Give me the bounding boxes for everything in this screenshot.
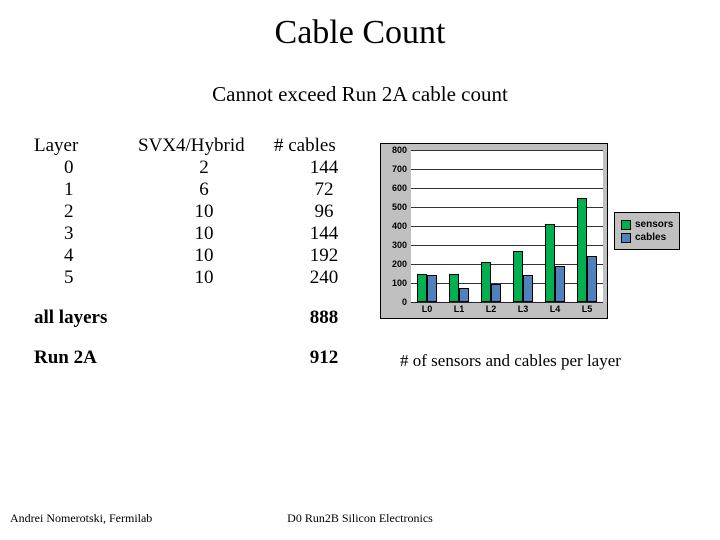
cell-svx: 10 [134, 201, 274, 223]
cell-layer: 2 [34, 201, 134, 223]
legend-label: cables [635, 232, 666, 243]
chart-gridline [411, 188, 603, 189]
table-row: 0 2 144 [34, 157, 380, 179]
chart-ytick: 400 [392, 221, 407, 231]
legend-swatch-sensors [621, 220, 631, 230]
table-row: 1 6 72 [34, 179, 380, 201]
page-subtitle: Cannot exceed Run 2A cable count [0, 82, 720, 107]
footer: Andrei Nomerotski, Fermilab D0 Run2B Sil… [0, 511, 720, 526]
chart-bar [587, 256, 597, 302]
page-title: Cable Count [0, 0, 720, 52]
chart-xtick: L1 [454, 304, 465, 314]
chart-area: 0 100 200 300 400 500 600 700 800 L0 L1 L2 L3 L4 L5 se… [380, 135, 690, 371]
cell-svx: 10 [134, 267, 274, 289]
chart-caption: # of sensors and cables per layer [380, 351, 690, 371]
chart-xtick: L2 [486, 304, 497, 314]
chart-gridline [411, 302, 603, 303]
cell-cables: 144 [274, 157, 374, 179]
cell-cables: 240 [274, 267, 374, 289]
table-row: 4 10 192 [34, 245, 380, 267]
cell-layer: 0 [34, 157, 134, 179]
table-row: 5 10 240 [34, 267, 380, 289]
chart-xtick: L0 [422, 304, 433, 314]
chart-ytick: 100 [392, 278, 407, 288]
cell-cables: 96 [274, 201, 374, 223]
chart-bar [545, 224, 555, 302]
chart-ytick: 700 [392, 164, 407, 174]
chart-gridline [411, 264, 603, 265]
chart-gridline [411, 150, 603, 151]
chart-gridline [411, 245, 603, 246]
cell-layer: 5 [34, 267, 134, 289]
cell-cables: 192 [274, 245, 374, 267]
cell-svx: 6 [134, 179, 274, 201]
chart-bar [427, 275, 437, 302]
chart-ytick: 500 [392, 202, 407, 212]
chart-ytick: 0 [402, 297, 407, 307]
chart-bar [491, 284, 501, 302]
chart-bar [449, 274, 459, 303]
chart-gridline [411, 283, 603, 284]
bar-chart: 0 100 200 300 400 500 600 700 800 L0 L1 L2 L3 L4 L5 [380, 143, 608, 319]
header-cables: # cables [274, 135, 374, 157]
header-svx: SVX4/Hybrid [134, 135, 274, 157]
run2a-value: 912 [274, 347, 374, 369]
chart-ytick: 200 [392, 259, 407, 269]
cell-cables: 144 [274, 223, 374, 245]
all-layers-label: all layers [34, 307, 274, 329]
chart-wrap: 0 100 200 300 400 500 600 700 800 L0 L1 L2 L3 L4 L5 se… [380, 143, 690, 319]
content-area: Layer SVX4/Hybrid # cables 0 2 144 1 6 7… [0, 135, 720, 371]
cell-svx: 2 [134, 157, 274, 179]
footer-author: Andrei Nomerotski, Fermilab [10, 511, 152, 526]
chart-plot [411, 150, 603, 302]
chart-xtick: L5 [582, 304, 593, 314]
chart-bar [459, 288, 469, 302]
table-header-row: Layer SVX4/Hybrid # cables [34, 135, 380, 157]
chart-gridline [411, 226, 603, 227]
table-area: Layer SVX4/Hybrid # cables 0 2 144 1 6 7… [0, 135, 380, 371]
legend-swatch-cables [621, 233, 631, 243]
table-row: 2 10 96 [34, 201, 380, 223]
legend-item: cables [621, 232, 673, 243]
all-layers-row: all layers 888 [34, 307, 380, 329]
chart-ytick: 300 [392, 240, 407, 250]
chart-bar [481, 262, 491, 302]
table-row: 3 10 144 [34, 223, 380, 245]
chart-gridline [411, 169, 603, 170]
cell-layer: 3 [34, 223, 134, 245]
data-table: Layer SVX4/Hybrid # cables 0 2 144 1 6 7… [34, 135, 380, 289]
chart-bar [417, 274, 427, 303]
chart-ytick: 800 [392, 145, 407, 155]
legend-item: sensors [621, 219, 673, 230]
cell-layer: 1 [34, 179, 134, 201]
cell-svx: 10 [134, 223, 274, 245]
run2a-label: Run 2A [34, 347, 274, 369]
chart-bar [555, 266, 565, 302]
chart-bar [513, 251, 523, 302]
cell-cables: 72 [274, 179, 374, 201]
chart-xtick: L4 [550, 304, 561, 314]
chart-ytick: 600 [392, 183, 407, 193]
all-layers-value: 888 [274, 307, 374, 329]
run2a-row: Run 2A 912 [34, 347, 380, 369]
chart-gridline [411, 207, 603, 208]
chart-legend: sensors cables [614, 212, 680, 250]
chart-bar [577, 198, 587, 303]
cell-layer: 4 [34, 245, 134, 267]
header-layer: Layer [34, 135, 134, 157]
chart-bar [523, 275, 533, 302]
legend-label: sensors [635, 219, 673, 230]
cell-svx: 10 [134, 245, 274, 267]
chart-xtick: L3 [518, 304, 529, 314]
